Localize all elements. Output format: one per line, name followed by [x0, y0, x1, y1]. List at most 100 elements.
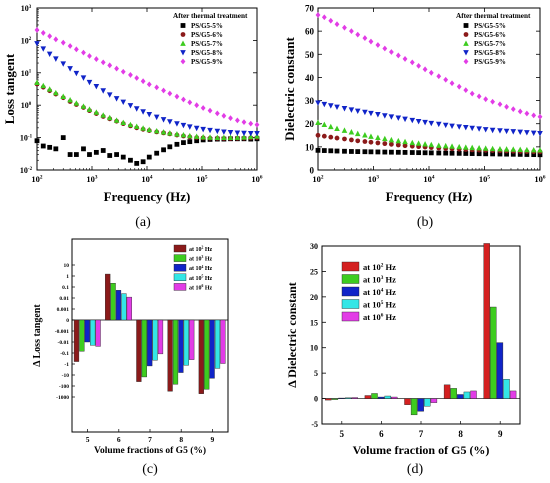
- bar: [364, 395, 372, 399]
- data-point: [342, 148, 347, 154]
- bar: [496, 342, 504, 399]
- y-tick-label: 103: [21, 4, 32, 13]
- data-point: [186, 124, 193, 130]
- x-tick-label-base: 10: [251, 174, 260, 184]
- legend-label: at 105 Hz: [189, 274, 213, 281]
- data-point: [510, 106, 516, 113]
- data-point: [321, 133, 327, 139]
- y-tick-label: -0.001: [55, 329, 69, 335]
- data-point: [106, 114, 113, 121]
- x-tick-label: 6: [379, 429, 384, 439]
- data-point: [100, 112, 107, 118]
- data-point: [362, 35, 368, 41]
- data-point: [241, 119, 247, 126]
- x-tick-label-base: 10: [423, 174, 432, 184]
- data-point: [402, 56, 408, 62]
- data-point: [60, 135, 66, 140]
- y-tick-label: 0.1: [62, 285, 69, 291]
- y-tick-label: 20: [305, 119, 315, 129]
- data-point: [53, 56, 59, 62]
- data-point: [328, 134, 334, 140]
- y-axis-label: Dielectric constant: [282, 37, 297, 141]
- data-point: [476, 126, 482, 132]
- series-square: [315, 147, 543, 158]
- bar: [443, 384, 451, 399]
- bar: [377, 396, 385, 399]
- data-point: [537, 152, 543, 158]
- y-tick-label: 0.001: [57, 307, 70, 313]
- series-diamond: [34, 27, 260, 128]
- series-triangle-down: [315, 100, 543, 137]
- data-point: [154, 84, 160, 91]
- y-axis-label: Δ Loss tangent: [32, 304, 43, 367]
- data-point: [483, 151, 489, 157]
- data-point: [510, 146, 517, 152]
- y-tick-label: 0: [66, 318, 69, 324]
- bar: [90, 319, 96, 346]
- data-point: [321, 148, 327, 153]
- legend-label-exp: 2: [202, 246, 204, 250]
- data-point: [469, 144, 475, 151]
- bar: [457, 394, 464, 399]
- x-tick-label: 8: [458, 429, 463, 439]
- data-point: [80, 103, 87, 109]
- data-point: [241, 134, 247, 140]
- y-tick-label: 5: [314, 369, 318, 378]
- data-point: [469, 125, 475, 132]
- legend-label-base: at 10: [189, 257, 202, 263]
- data-point: [174, 121, 180, 127]
- legend-label: at 105 Hz: [363, 300, 396, 310]
- legend-marker: [180, 23, 186, 28]
- x-tick-label: 102: [31, 174, 43, 184]
- legend-title: After thermal treatment: [173, 12, 248, 20]
- bar: [141, 319, 147, 378]
- legend-label-unit: Hz: [383, 262, 396, 272]
- bar: [214, 319, 221, 369]
- x-tick-label: 106: [251, 174, 263, 184]
- legend-label-exp: 5: [202, 274, 204, 278]
- data-point: [469, 151, 475, 156]
- data-point: [490, 151, 496, 157]
- data-point: [355, 138, 361, 144]
- data-point: [113, 117, 120, 123]
- legend-label-base: at 10: [363, 262, 381, 272]
- y-tick-label: -10: [62, 373, 70, 379]
- x-tick-label: 7: [148, 435, 152, 444]
- data-point: [409, 139, 416, 146]
- legend-label-exp: 2: [381, 263, 384, 269]
- data-point: [187, 99, 193, 106]
- legend-label: PS/G5-6%: [474, 31, 506, 39]
- data-point: [73, 152, 79, 157]
- data-point: [327, 123, 334, 130]
- bar: [183, 319, 189, 366]
- data-point: [531, 152, 537, 158]
- legend-label-base: at 10: [363, 300, 381, 310]
- data-point: [388, 49, 394, 55]
- data-point: [524, 146, 530, 153]
- data-point: [409, 150, 415, 155]
- data-point: [456, 150, 462, 156]
- data-point: [334, 148, 340, 154]
- bar: [73, 319, 80, 362]
- data-point: [34, 138, 40, 144]
- data-point: [81, 146, 86, 152]
- bar: [172, 319, 179, 385]
- data-point: [321, 101, 328, 108]
- data-point: [207, 127, 213, 134]
- data-point: [510, 151, 516, 157]
- data-point: [134, 160, 140, 166]
- data-point: [382, 45, 388, 52]
- bar: [204, 319, 210, 390]
- legend-label-base: at 10: [189, 247, 202, 253]
- x-tick-label-exp: 4: [432, 175, 435, 181]
- data-point: [200, 126, 206, 133]
- legend-label-exp: 4: [381, 288, 384, 294]
- data-point: [395, 52, 401, 59]
- data-point: [368, 149, 374, 155]
- legend-label: PS/G5-8%: [474, 49, 506, 57]
- x-axis-label: Frequency (Hz): [104, 189, 191, 204]
- bar: [84, 319, 90, 343]
